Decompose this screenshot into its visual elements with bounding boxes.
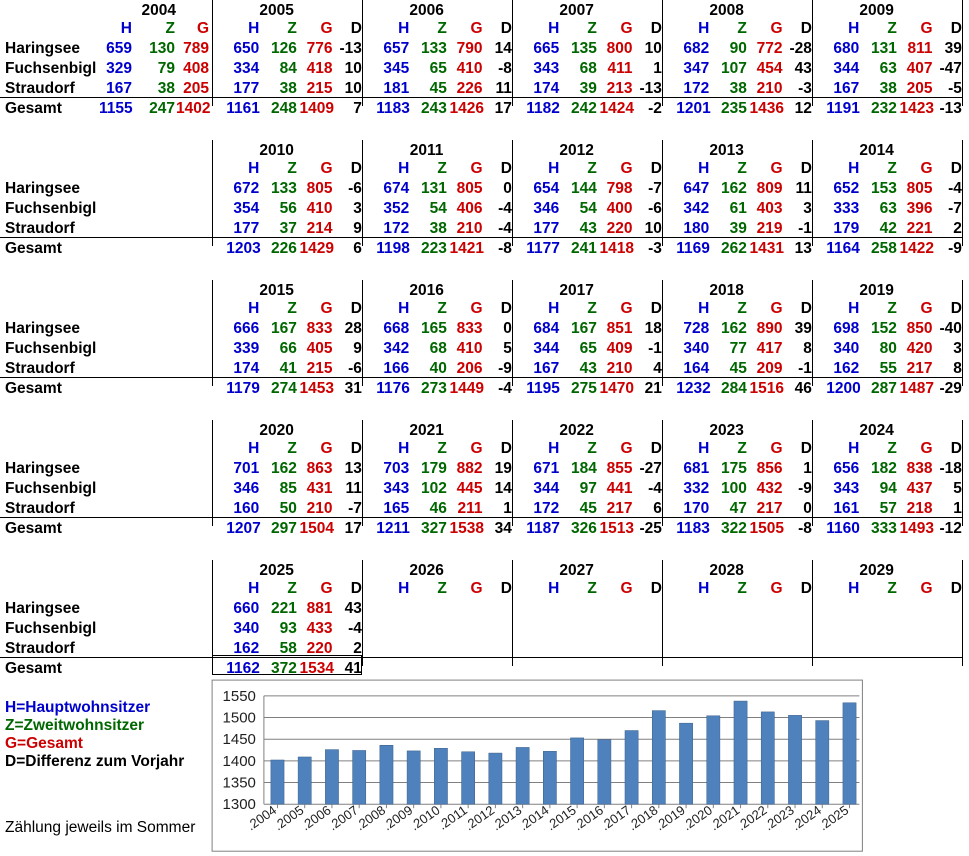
svg-text:1300: 1300 — [223, 796, 256, 813]
svg-text:1350: 1350 — [223, 775, 256, 792]
svg-text:1450: 1450 — [223, 731, 256, 748]
svg-text:1400: 1400 — [223, 753, 256, 770]
svg-text:1500: 1500 — [223, 710, 256, 727]
svg-text:1550: 1550 — [223, 688, 256, 705]
